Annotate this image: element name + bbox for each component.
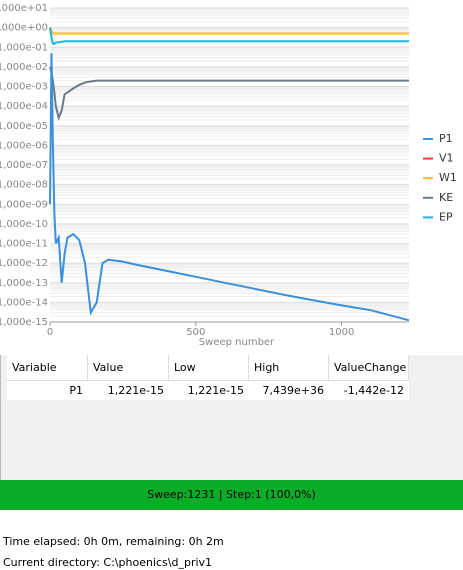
column-header: High: [249, 355, 329, 381]
legend-label: V1: [439, 152, 454, 165]
column-header: Value: [88, 355, 169, 381]
y-tick-label: 1,000e-05: [0, 121, 48, 132]
legend-label: P1: [439, 132, 453, 145]
y-tick-label: 1,000e+00: [0, 23, 48, 34]
time-info: Time elapsed: 0h 0m, remaining: 0h 2m: [3, 535, 224, 548]
legend-label: KE: [439, 191, 453, 204]
y-tick-label: 1,000e-07: [0, 160, 48, 171]
variable-table: Variable Value Low High ValueChange P1 1,221e-…: [0, 355, 463, 480]
y-tick-label: 1,000e-13: [0, 278, 48, 289]
table-cell: 1,221e-15: [88, 381, 169, 400]
y-tick-label: 1,000e-11: [0, 239, 48, 250]
legend-label: EP: [439, 210, 453, 223]
y-tick-label: 1,000e-02: [0, 62, 48, 73]
x-axis-label: Sweep number: [199, 337, 275, 348]
column-header: ValueChange: [329, 355, 409, 381]
y-tick-label: 1,000e-06: [0, 140, 48, 151]
series-line: [49, 53, 410, 322]
residual-chart: 1,000e-15 1,000e-14 1,000e-13 1,000e-12 1,00…: [0, 3, 457, 348]
legend-label: W1: [439, 171, 457, 184]
x-tick-label: 1000: [329, 327, 354, 338]
series-line: [49, 27, 409, 45]
y-tick-label: 1,000e-03: [0, 82, 48, 93]
y-tick-label: 1,000e-01: [0, 42, 48, 53]
y-tick-label: 1,000e-04: [0, 101, 48, 112]
table-cell: 7,439e+36: [249, 381, 329, 400]
series-line: [49, 27, 409, 35]
y-tick-label: 1,000e-14: [0, 297, 48, 308]
y-tick-label: 1,000e-12: [0, 258, 48, 269]
x-tick-label: 500: [186, 327, 205, 338]
y-tick-label: 1,000e-15: [0, 317, 48, 328]
directory-info: Current directory: C:\phoenics\d_priv1: [3, 556, 213, 569]
column-header: Variable: [7, 355, 88, 381]
series-line: [49, 66, 409, 122]
table-cell: 1,221e-15: [169, 381, 249, 400]
table-cell: -1,442e-12: [329, 381, 409, 400]
x-tick-label: 0: [47, 327, 53, 338]
y-tick-label: 1,000e-09: [0, 199, 48, 210]
y-tick-label: 1,000e+01: [0, 3, 48, 14]
status-bar: Sweep:1231 | Step:1 (100,0%): [0, 480, 463, 510]
y-tick-label: 1,000e-10: [0, 219, 48, 230]
column-header: Low: [169, 355, 249, 381]
y-tick-label: 1,000e-08: [0, 180, 48, 191]
table-cell: P1: [7, 381, 88, 400]
